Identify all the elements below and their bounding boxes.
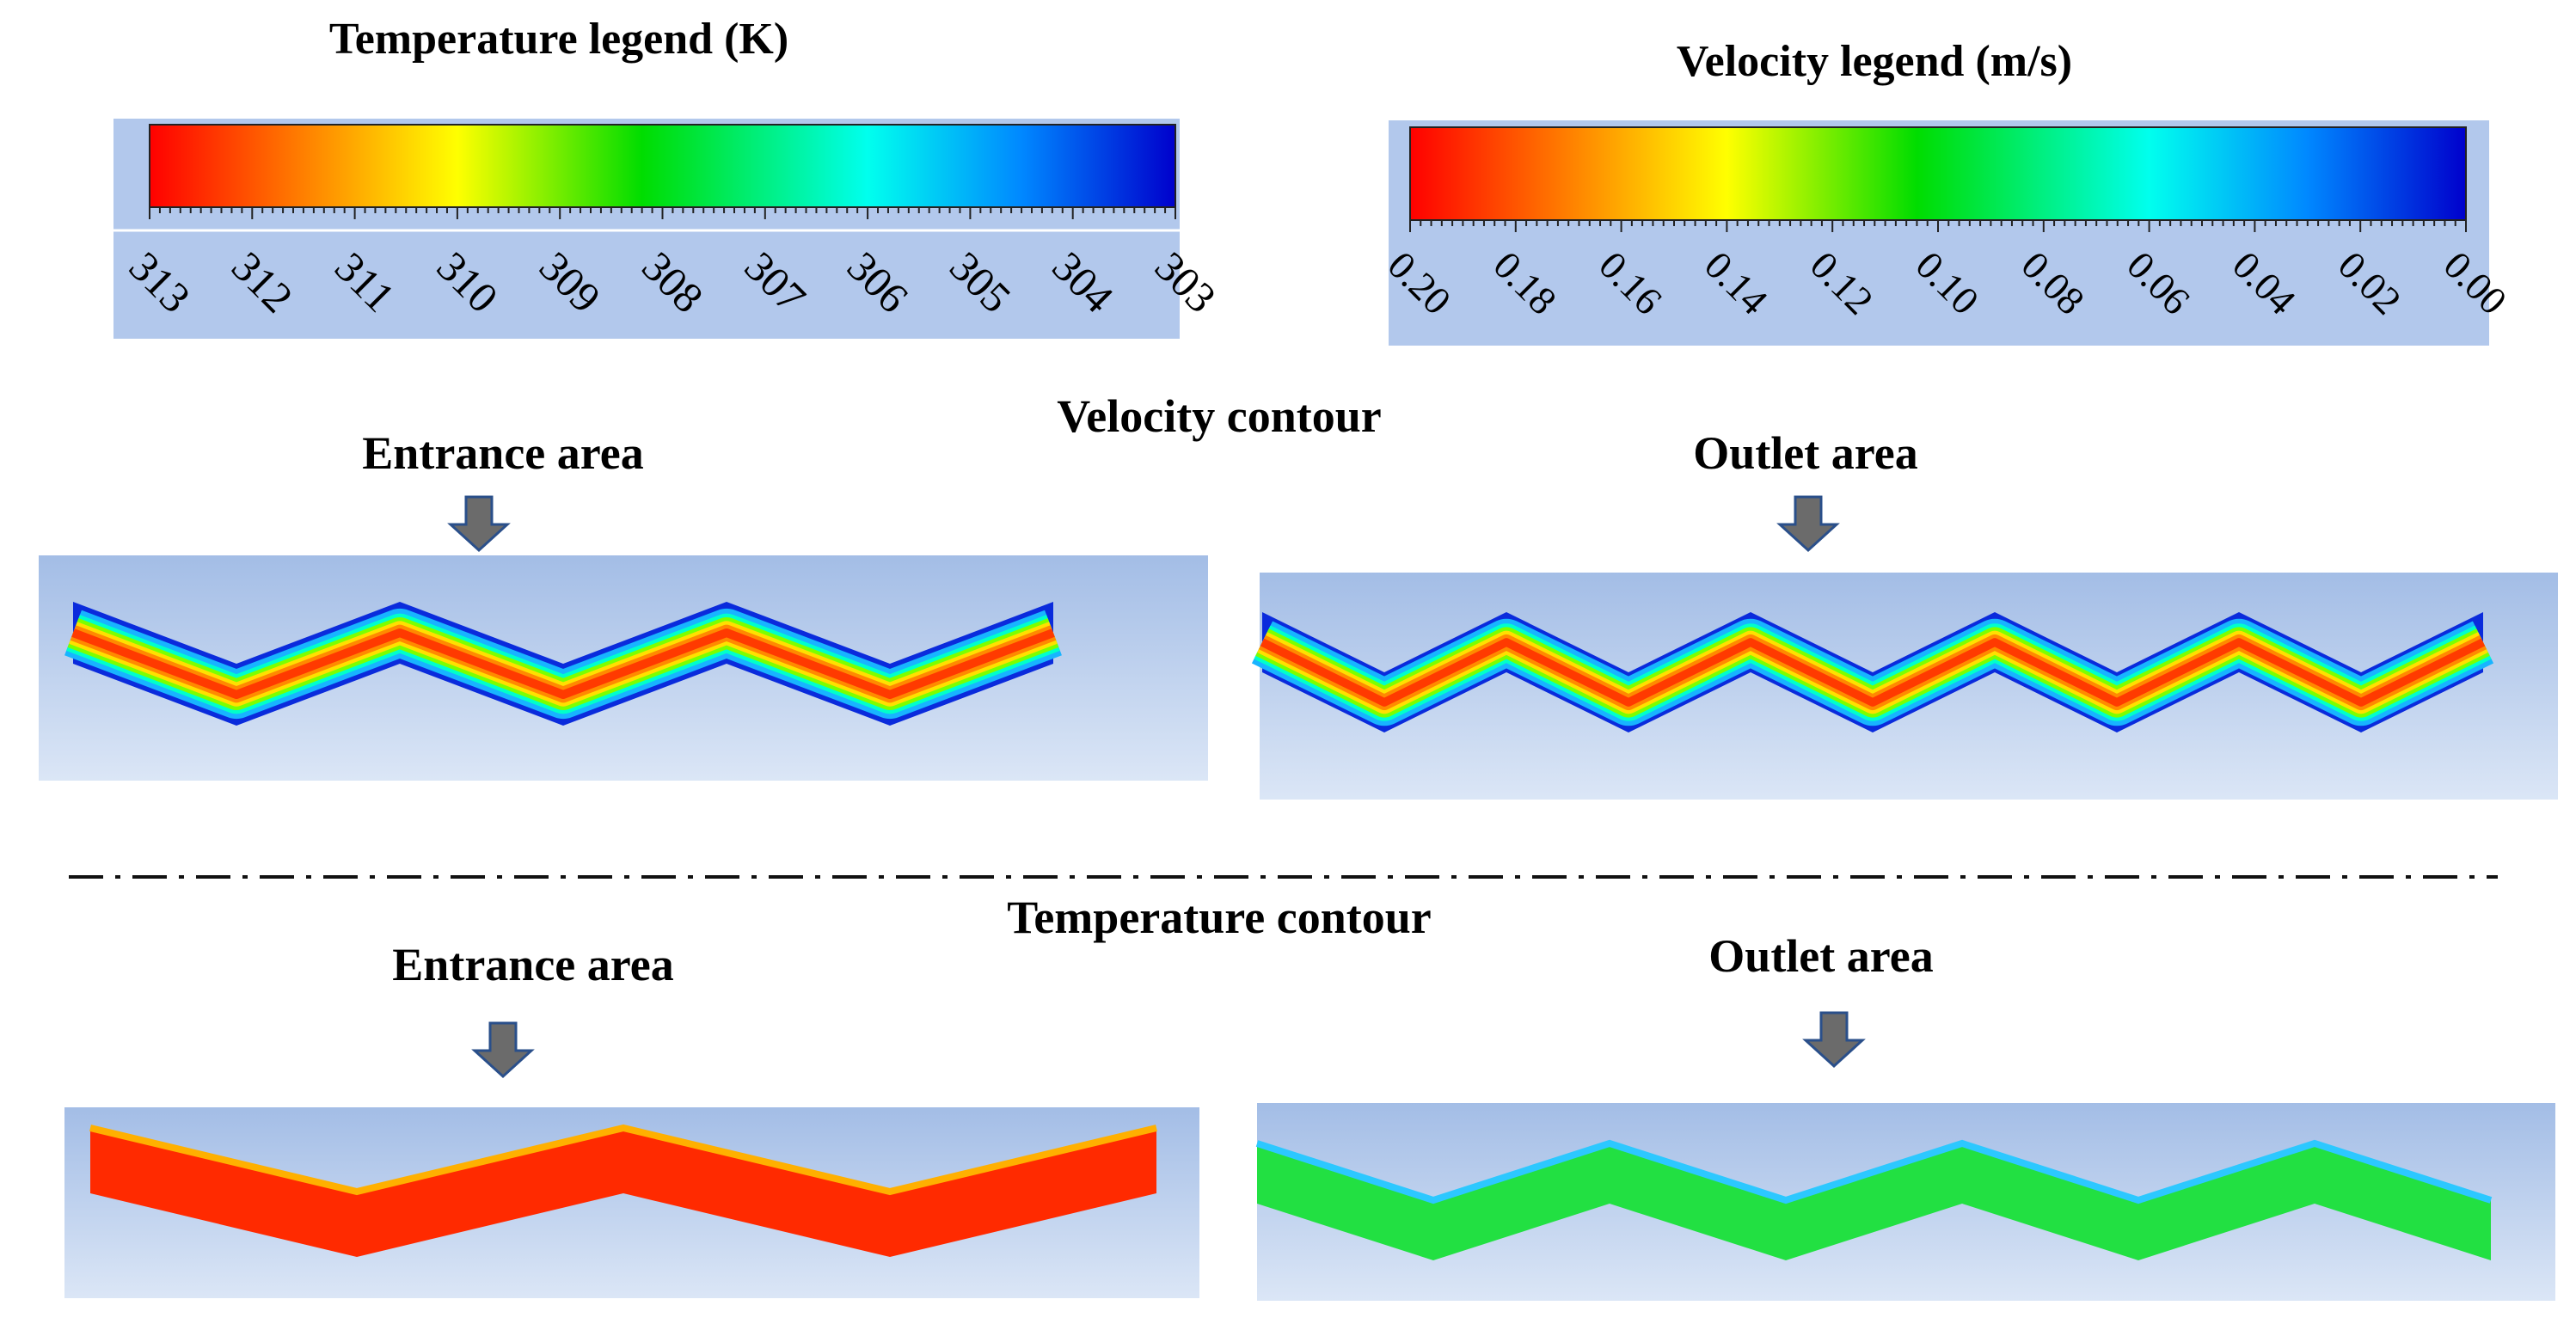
temperature-outlet-edge — [1255, 1139, 2493, 1204]
temperature-legend-title: Temperature legend (K) — [329, 15, 788, 64]
velocity-entrance-arrow-icon — [447, 495, 511, 553]
temperature-entrance-contour — [64, 1107, 1199, 1298]
temperature-contour-title: Temperature contour — [1007, 892, 1431, 943]
velocity-entrance-label: Entrance area — [362, 427, 643, 479]
temperature-entrance-band — [90, 1128, 1156, 1257]
velocity-colorbar — [1409, 126, 2467, 221]
velocity-legend: Velocity legend (m/s) 0.20 0.18 0.16 0.14 0.… — [1379, 37, 2515, 346]
velocity-legend-tickmarks — [1409, 220, 2467, 232]
velocity-outlet-label: Outlet area — [1693, 427, 1917, 479]
velocity-entrance-wall-layer — [73, 602, 1053, 726]
temperature-colorbar — [149, 124, 1176, 208]
temperature-outlet-band — [1257, 1143, 2491, 1260]
temperature-outlet-label: Outlet area — [1708, 930, 1933, 982]
velocity-outlet-wall-layer — [1262, 612, 2483, 732]
temperature-legend-tickmarks — [149, 207, 1176, 219]
temperature-entrance-label: Entrance area — [392, 939, 673, 990]
temperature-legend: Temperature legend (K) 313 312 311 310 309 30… — [113, 15, 1225, 339]
temperature-outlet-arrow-icon — [1802, 1011, 1866, 1069]
velocity-entrance-contour — [39, 555, 1208, 781]
temperature-contour-section: Temperature contour Entrance area Outlet… — [64, 892, 2555, 1301]
velocity-contour-title: Velocity contour — [1057, 390, 1381, 442]
velocity-entrance-layer-5 — [71, 628, 1055, 700]
velocity-outlet-arrow-icon — [1776, 495, 1840, 553]
temperature-entrance-edge — [89, 1124, 1157, 1196]
velocity-outlet-contour — [1251, 573, 2558, 800]
velocity-contour-section: Velocity contour Entrance area Outlet ar… — [39, 390, 2558, 800]
velocity-legend-title: Velocity legend (m/s) — [1677, 37, 2072, 86]
temperature-entrance-arrow-icon — [471, 1021, 535, 1079]
temperature-outlet-contour — [1255, 1103, 2555, 1301]
velocity-outlet-layer-5 — [1260, 638, 2486, 707]
